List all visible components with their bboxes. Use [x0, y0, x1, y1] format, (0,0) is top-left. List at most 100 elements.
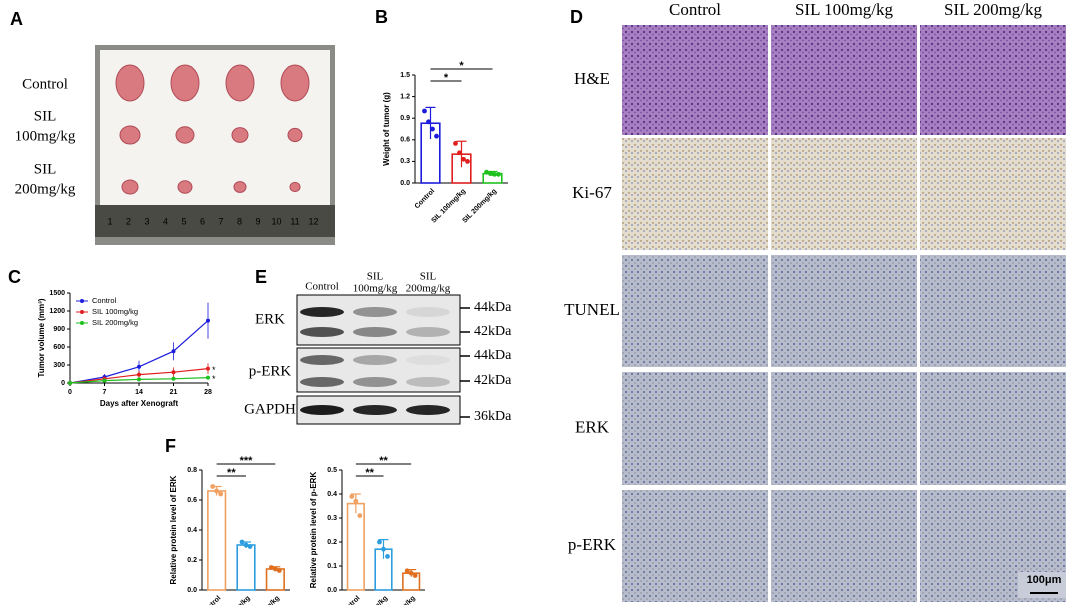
- bar: [207, 490, 227, 591]
- x-tick-label: 0: [68, 389, 72, 396]
- data-point: [381, 546, 386, 552]
- row-label: Control: [22, 76, 68, 92]
- band: [353, 327, 397, 337]
- row-label: 100mg/kg: [15, 128, 76, 144]
- row-label: p-ERK: [249, 363, 292, 379]
- tumor: [287, 127, 303, 143]
- y-tick-label: 1.5: [400, 72, 410, 79]
- y-tick-label: 1200: [49, 308, 65, 315]
- micrograph: [622, 138, 768, 250]
- data-point: [102, 378, 107, 383]
- ruler-number: 3: [144, 216, 149, 226]
- micrograph: [622, 25, 768, 135]
- marker-label: 36kDa: [474, 409, 512, 424]
- row-label: SIL: [34, 108, 57, 124]
- row-label: p-ERK: [568, 535, 617, 554]
- y-tick-label: 0.5: [327, 467, 337, 474]
- data-point: [210, 484, 216, 489]
- data-point: [357, 513, 363, 518]
- data-point: [68, 381, 72, 385]
- data-point: [412, 573, 418, 578]
- ruler-number: 5: [181, 216, 186, 226]
- y-axis-label: Relative protein level of ERK: [169, 475, 178, 584]
- column-label: SIL 100mg/kg: [795, 0, 894, 19]
- y-axis-label: Weight of tumor (g): [382, 92, 391, 166]
- y-tick-label: 0.3: [400, 158, 410, 165]
- legend-marker: [80, 310, 84, 314]
- data-point: [404, 568, 410, 574]
- panel-label: E: [255, 267, 267, 287]
- panel-label: D: [570, 7, 583, 27]
- data-point: [243, 542, 249, 548]
- data-point: [137, 372, 141, 377]
- ruler: [95, 205, 335, 237]
- data-point: [218, 491, 224, 497]
- band: [353, 355, 397, 365]
- micrograph: [920, 255, 1066, 367]
- y-tick-label: 0.4: [187, 527, 197, 534]
- significance-label: *: [212, 365, 216, 375]
- significance-label: **: [365, 467, 374, 479]
- legend-marker: [80, 299, 84, 303]
- x-tick-label: SIL 200mg/kg: [461, 188, 498, 225]
- tumor: [177, 180, 193, 194]
- bar: [265, 568, 285, 591]
- data-point: [457, 150, 462, 156]
- x-tick-label: Control: [414, 188, 437, 211]
- data-point: [453, 141, 458, 146]
- x-tick-label: 21: [170, 389, 178, 396]
- data-point: [408, 570, 414, 576]
- tumor: [233, 181, 247, 193]
- panel-label: C: [8, 267, 21, 287]
- band: [300, 307, 344, 317]
- column-label: SIL 200mg/kg: [944, 0, 1043, 19]
- legend-label: SIL 100mg/kg: [92, 307, 138, 316]
- y-tick-label: 0: [61, 380, 65, 387]
- panel-label: B: [375, 7, 388, 27]
- tumor: [225, 64, 255, 102]
- tumor: [280, 64, 310, 102]
- micrograph: [771, 138, 917, 250]
- data-point: [426, 119, 431, 125]
- band: [353, 405, 397, 415]
- x-axis-label: Days after Xenograft: [100, 399, 179, 408]
- panel-label: A: [10, 9, 23, 29]
- y-axis-label: Tumor volume (mm³): [37, 298, 46, 377]
- y-tick-label: 300: [53, 362, 65, 369]
- bands: [300, 307, 450, 415]
- legend-label: Control: [92, 296, 117, 305]
- row-label: Ki-67: [572, 183, 612, 202]
- band: [406, 307, 450, 317]
- y-tick-label: 0.0: [187, 587, 197, 594]
- micrograph: [920, 138, 1066, 250]
- column-label: SIL: [420, 271, 437, 283]
- data-point: [171, 370, 176, 375]
- micrograph: [920, 372, 1066, 485]
- data-point: [247, 544, 253, 549]
- x-tick-label: 7: [103, 389, 107, 396]
- band: [300, 327, 344, 337]
- y-tick-label: 0.6: [187, 497, 197, 504]
- x-tick-label: 28: [204, 389, 212, 396]
- micrograph: [920, 25, 1066, 135]
- x-tick-label: 14: [135, 389, 143, 396]
- data-point: [268, 565, 274, 570]
- y-tick-label: 0.2: [327, 539, 337, 546]
- ruler-number: 2: [126, 216, 131, 226]
- y-tick-label: 0.1: [327, 563, 337, 570]
- data-point: [488, 171, 493, 177]
- y-tick-label: 0.0: [400, 180, 410, 187]
- panel-label: F: [165, 436, 176, 456]
- data-point: [434, 133, 439, 139]
- marker-label: 44kDa: [474, 300, 512, 315]
- data-point: [484, 169, 489, 175]
- data-point: [276, 568, 282, 573]
- data-point: [206, 375, 210, 380]
- ruler-number: 11: [290, 216, 299, 226]
- y-tick-label: 0.8: [187, 467, 197, 474]
- tumor: [170, 64, 200, 102]
- y-tick-label: 0.0: [327, 587, 337, 594]
- data-point: [214, 488, 220, 494]
- data-point: [239, 539, 245, 545]
- column-label: Control: [305, 281, 339, 293]
